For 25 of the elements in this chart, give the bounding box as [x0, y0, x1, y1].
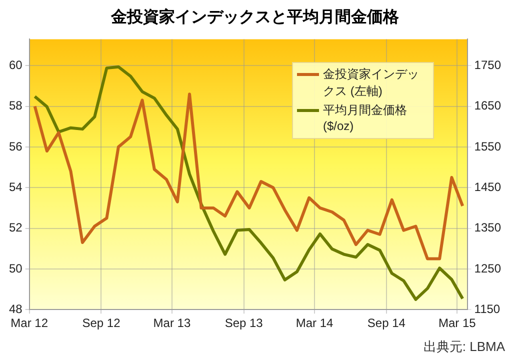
- x-tick-label: Mar 12: [10, 316, 48, 330]
- x-tick-label: Mar 15: [438, 316, 476, 330]
- legend-label: 平均月間金価格 ($/oz): [323, 102, 408, 133]
- chart-title: 金投資家インデックスと平均月間金価格: [110, 7, 400, 26]
- y-tick-label: 54: [8, 180, 23, 194]
- y-tick-label: 52: [8, 220, 23, 235]
- legend-label: 金投資家インデックス (左軸): [323, 66, 420, 100]
- x-tick-label: Mar 14: [296, 316, 334, 330]
- y-tick-label: 60: [8, 58, 23, 72]
- x-tick-label: Sep 12: [82, 316, 121, 330]
- y-tick-label: 48: [8, 302, 23, 316]
- y-tick-label: 50: [8, 261, 23, 276]
- x-tick-label: Sep 14: [367, 316, 406, 330]
- y-tick-label: 56: [8, 139, 23, 154]
- y2-tick-label: 1250: [474, 261, 502, 276]
- y2-tick-label: 1650: [474, 98, 502, 113]
- y-tick-label: 58: [8, 98, 23, 113]
- x-tick-label: Sep 13: [224, 316, 264, 330]
- x-tick-label: Mar 13: [153, 316, 191, 330]
- y2-tick-label: 1750: [474, 58, 502, 72]
- y2-tick-label: 1550: [474, 139, 502, 154]
- y2-tick-label: 1150: [474, 302, 500, 316]
- text: 出典元: LBMA: [423, 339, 506, 354]
- y2-tick-label: 1450: [474, 180, 502, 194]
- y2-tick-label: 1350: [474, 220, 502, 235]
